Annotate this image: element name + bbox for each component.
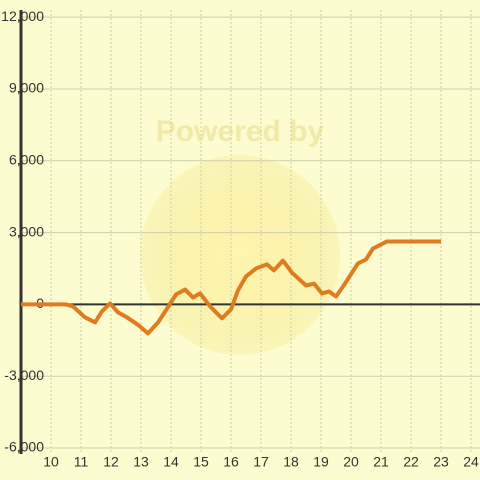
x-tick-label: 12 xyxy=(103,454,119,470)
x-tick-label: 22 xyxy=(403,454,419,470)
y-tick-label: -3,000 xyxy=(4,367,44,383)
x-tick-label: 21 xyxy=(373,454,389,470)
x-tick-label: 20 xyxy=(343,454,359,470)
x-tick-label: 15 xyxy=(193,454,209,470)
y-tick-label: 9,000 xyxy=(9,80,44,96)
watermark-logo xyxy=(140,155,340,355)
x-tick-label: 16 xyxy=(223,454,239,470)
y-tick-label: 6,000 xyxy=(9,151,44,167)
x-tick-label: 13 xyxy=(133,454,149,470)
x-tick-label: 19 xyxy=(313,454,329,470)
x-tick-label: 18 xyxy=(283,454,299,470)
x-tick-label: 10 xyxy=(43,454,59,470)
x-tick-label: 23 xyxy=(433,454,449,470)
y-tick-label: 12,000 xyxy=(1,8,44,24)
y-tick-label: -6,000 xyxy=(4,439,44,455)
x-tick-label: 11 xyxy=(74,454,89,470)
x-tick-label: 14 xyxy=(163,454,179,470)
series-line xyxy=(21,239,441,336)
y-tick-label: 3,000 xyxy=(9,223,44,239)
x-tick-label: 17 xyxy=(253,454,269,470)
x-tick-label: 24 xyxy=(463,454,479,470)
watermark: Powered by xyxy=(156,115,325,148)
